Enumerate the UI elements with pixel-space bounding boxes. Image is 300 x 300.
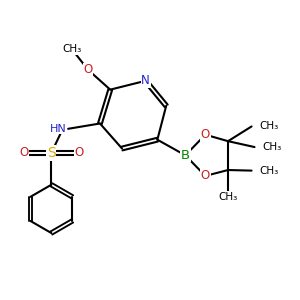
Text: CH₃: CH₃ xyxy=(263,142,282,152)
Text: CH₃: CH₃ xyxy=(260,122,279,131)
Text: O: O xyxy=(83,63,93,76)
Text: O: O xyxy=(20,146,28,159)
Text: CH₃: CH₃ xyxy=(62,44,82,54)
Text: HN: HN xyxy=(50,124,67,134)
Text: O: O xyxy=(201,169,210,182)
Text: N: N xyxy=(141,74,150,87)
Text: B: B xyxy=(181,149,190,162)
Text: S: S xyxy=(47,146,56,160)
Text: O: O xyxy=(201,128,210,141)
Text: CH₃: CH₃ xyxy=(260,166,279,176)
Text: O: O xyxy=(74,146,83,159)
Text: CH₃: CH₃ xyxy=(218,191,238,202)
